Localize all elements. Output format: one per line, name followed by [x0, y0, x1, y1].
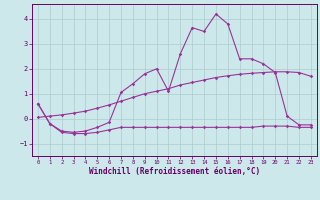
X-axis label: Windchill (Refroidissement éolien,°C): Windchill (Refroidissement éolien,°C) [89, 167, 260, 176]
